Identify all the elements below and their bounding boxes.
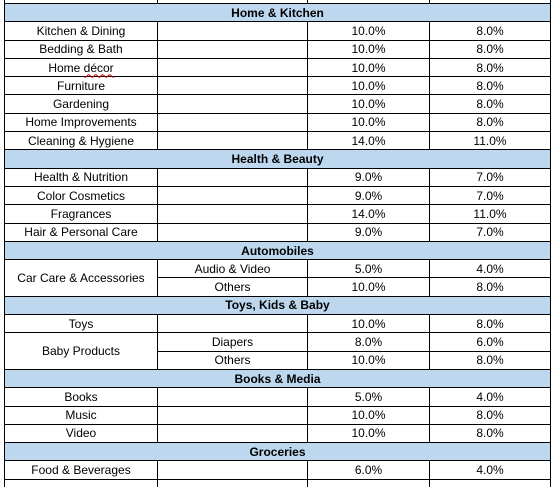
rate-cell: 10.0% (307, 277, 430, 297)
category-cell: Music (4, 405, 158, 425)
rate-cell: 8.0% (429, 405, 551, 425)
table-row: Furniture 10.0% 8.0% (4, 76, 551, 96)
category-prefix: Home (48, 60, 84, 75)
rate-cell: 9.0% (307, 222, 430, 242)
rate-cell: 8.0% (429, 277, 551, 297)
rate-cell: 6.0% (307, 460, 430, 480)
rate-cell: 10.0% (307, 112, 430, 133)
subcategory-cell: Others (157, 350, 308, 370)
table-row: Kitchen & Dining 10.0% 8.0% (4, 21, 551, 41)
rate-cell: 10.0% (307, 314, 430, 334)
section-title: Automobiles (4, 240, 551, 261)
subcategory-cell: Audio & Video (157, 259, 308, 279)
section-title: Health & Beauty (4, 149, 551, 169)
fee-table: Home & Kitchen Kitchen & Dining 10.0% 8.… (4, 0, 551, 487)
table-row: Car Care & Accessories Audio & Video 5.0… (4, 259, 551, 297)
section-title: Groceries (4, 442, 551, 462)
rate-cell: 8.0% (429, 314, 551, 334)
section-header-books-media: Books & Media (4, 368, 551, 389)
section-title: Toys, Kids & Baby (4, 295, 551, 316)
rate-cell: 5.0% (307, 259, 430, 279)
table-row: Others 10.0% 8.0% (5, 277, 551, 297)
rate-cell: 10.0% (307, 94, 430, 114)
category-cell: Home Improvements (4, 112, 158, 133)
rate-cell: 10.0% (307, 57, 430, 78)
rate-cell: 6.0% (429, 332, 551, 352)
section-header-home-kitchen: Home & Kitchen (4, 2, 551, 23)
subcategory-cell: Others (157, 277, 308, 297)
rate-cell: 7.0% (429, 185, 551, 206)
category-cell: Books (4, 387, 158, 407)
section-title: Home & Kitchen (4, 2, 551, 23)
rate-cell: 8.0% (429, 94, 551, 114)
table-row: Cleaning & Hygiene 14.0% 11.0% (4, 131, 551, 151)
section-header-groceries: Groceries (4, 442, 551, 462)
category-cell: Hair & Personal Care (4, 222, 158, 242)
table-row: Home Improvements 10.0% 8.0% (4, 112, 551, 133)
spellcheck-word: décor (83, 60, 114, 75)
rate-cell: 14.0% (307, 204, 430, 224)
category-cell: Fragrances (4, 204, 158, 224)
table-row: Toys 10.0% 8.0% (4, 314, 551, 334)
rate-cell: 10.0% (307, 350, 430, 370)
section-header-toys-kids-baby: Toys, Kids & Baby (4, 295, 551, 316)
category-cell: Health & Nutrition (4, 167, 158, 187)
rate-cell: 11.0% (429, 204, 551, 224)
rate-cell: 4.0% (429, 460, 551, 480)
category-cell: Home décor (4, 57, 158, 78)
rate-cell: 10.0% (307, 39, 430, 59)
rate-cell: 4.0% (429, 387, 551, 407)
table-row: Baby Products Diapers 8.0% 6.0% (4, 332, 551, 370)
section-header-health-beauty: Health & Beauty (4, 149, 551, 169)
category-cell: Furniture (4, 76, 158, 96)
rate-cell: 14.0% (307, 131, 430, 151)
rate-cell: 7.0% (429, 167, 551, 187)
rate-cell: 5.0% (307, 387, 430, 407)
category-cell: Toys (4, 314, 158, 334)
category-cell: Kitchen & Dining (4, 21, 158, 41)
rate-cell: 8.0% (429, 112, 551, 133)
rate-cell: 9.0% (307, 167, 430, 187)
table-row: Video 10.0% 8.0% (4, 423, 551, 444)
category-cell: Video (4, 423, 158, 444)
table-row: Fragrances 14.0% 11.0% (4, 204, 551, 224)
rate-cell: 9.0% (307, 185, 430, 206)
rate-cell: 10.0% (307, 405, 430, 425)
table-row: Music 10.0% 8.0% (4, 405, 551, 425)
rate-cell: 11.0% (429, 131, 551, 151)
category-cell: Cleaning & Hygiene (4, 131, 158, 151)
table-row: Others 10.0% 8.0% (5, 350, 551, 370)
rate-cell: 8.0% (429, 21, 551, 41)
rate-cell: 10.0% (307, 423, 430, 444)
section-header-automobiles: Automobiles (4, 240, 551, 261)
rate-cell: 8.0% (429, 76, 551, 96)
table-row: Hair & Personal Care 9.0% 7.0% (4, 222, 551, 242)
fee-table-container: Home & Kitchen Kitchen & Dining 10.0% 8.… (4, 0, 551, 487)
table-row: Books 5.0% 4.0% (4, 387, 551, 407)
rate-cell: 10.0% (307, 21, 430, 41)
category-cell: Food & Beverages (4, 460, 158, 480)
table-row: Bedding & Bath 10.0% 8.0% (4, 39, 551, 59)
table-row: Food & Beverages 6.0% 4.0% (4, 460, 551, 480)
group-category-cell: Baby Products (4, 332, 158, 370)
rate-cell: 7.0% (429, 222, 551, 242)
rate-cell: 8.0% (307, 332, 430, 352)
rate-cell: 8.0% (429, 423, 551, 444)
group-category-cell: Car Care & Accessories (4, 259, 158, 297)
category-cell: Color Cosmetics (4, 185, 158, 206)
rate-cell: 4.0% (429, 259, 551, 279)
category-cell: Bedding & Bath (4, 39, 158, 59)
table-row: Health & Nutrition 9.0% 7.0% (4, 167, 551, 187)
table-row: Color Cosmetics 9.0% 7.0% (4, 185, 551, 206)
subcategory-cell: Diapers (157, 332, 308, 352)
table-bottom-edge (4, 478, 551, 487)
rate-cell: 10.0% (307, 76, 430, 96)
rate-cell: 8.0% (429, 350, 551, 370)
category-cell: Gardening (4, 94, 158, 114)
rate-cell: 8.0% (429, 39, 551, 59)
table-row: Gardening 10.0% 8.0% (4, 94, 551, 114)
section-title: Books & Media (4, 368, 551, 389)
rate-cell: 8.0% (429, 57, 551, 78)
table-row: Home décor 10.0% 8.0% (4, 57, 551, 78)
